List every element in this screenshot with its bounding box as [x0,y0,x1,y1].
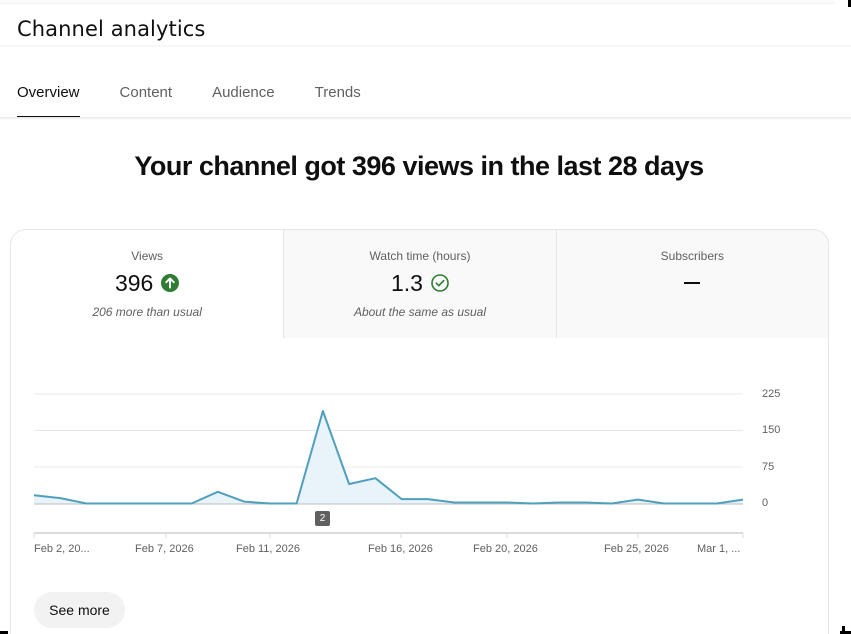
metric-value: 1.3 [391,269,423,296]
tab-trends[interactable]: Trends [314,84,361,101]
tab-content[interactable]: Content [119,84,173,101]
metric-label: Watch time (hours) [369,249,471,263]
metric-subscribers[interactable]: Subscribers [555,230,828,338]
arrow-up-circle-icon [161,274,180,292]
page-title: Channel analytics [17,17,206,41]
metric-views[interactable]: Views 396 206 more than usual [11,230,284,338]
see-more-button[interactable]: See more [34,592,125,628]
tab-audience[interactable]: Audience [212,84,275,101]
window-corner [0,631,8,634]
metric-tabs: Views 396 206 more than usual Watch time… [11,230,828,338]
summary-headline: Your channel got 396 views in the last 2… [134,151,704,181]
metric-label: Subscribers [660,249,724,263]
metric-note: About the same as usual [353,305,487,319]
tabs-divider [0,117,851,120]
metric-watch-time[interactable]: Watch time (hours) 1.3 About the same as… [283,230,556,338]
analytics-tabs: Overview Content Audience Trends [17,84,401,119]
metric-value-empty [684,282,701,284]
metrics-card: Views 396 206 more than usual Watch time… [10,229,829,634]
metric-label: Views [131,249,164,263]
metric-note: 206 more than usual [92,305,202,319]
window-corner [840,626,851,634]
tab-overview[interactable]: Overview [17,84,80,119]
window-corner [848,0,851,7]
check-circle-icon [431,274,449,292]
metric-value: 396 [114,269,154,296]
divider [0,45,851,47]
top-strip [0,0,835,4]
